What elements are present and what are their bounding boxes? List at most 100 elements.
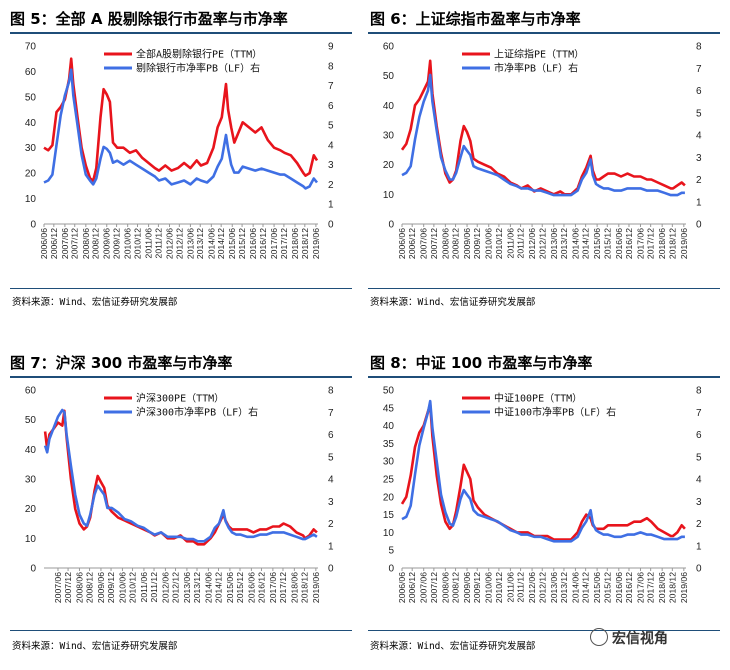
- chart-title: 图 5：全部 A 股剔除银行市盈率与市净率: [10, 8, 288, 29]
- title-rule: [368, 376, 720, 378]
- y-left-tick-label: 10: [25, 534, 37, 545]
- y-left-tick-label: 20: [383, 492, 395, 503]
- y-right-tick-label: 7: [696, 408, 702, 419]
- y-right-tick-label: 2: [696, 519, 702, 530]
- x-tick-label: 2008/12: [451, 228, 461, 259]
- x-tick-label: 2010/12: [494, 572, 504, 603]
- x-tick-label: 2011/06: [505, 228, 515, 259]
- y-left-tick-label: 35: [383, 439, 395, 450]
- x-tick-label: 2012/06: [527, 572, 537, 603]
- source-rule: [10, 288, 352, 289]
- x-tick-label: 2011/12: [149, 572, 159, 603]
- y-right-tick-label: 6: [696, 430, 702, 441]
- y-left-tick-label: 0: [30, 220, 36, 231]
- y-right-tick-label: 7: [696, 64, 702, 75]
- y-left-tick-label: 50: [383, 71, 395, 82]
- x-tick-label: 2015/06: [592, 572, 602, 603]
- y-right-tick-label: 8: [696, 386, 702, 397]
- x-tick-label: 2006/12: [407, 572, 417, 603]
- y-left-tick-label: 40: [25, 118, 37, 129]
- x-tick-label: 2007/06: [60, 228, 70, 259]
- x-tick-label: 2008/12: [91, 228, 101, 259]
- y-right-tick-label: 0: [328, 564, 334, 575]
- y-left-tick-label: 45: [383, 403, 395, 414]
- x-tick-label: 2006/12: [49, 228, 59, 259]
- x-tick-label: 2006/06: [397, 228, 407, 259]
- x-tick-label: 2007/06: [419, 572, 429, 603]
- y-right-tick-label: 2: [328, 519, 334, 530]
- x-tick-label: 2010/06: [123, 228, 133, 259]
- y-left-tick-label: 10: [383, 190, 395, 201]
- y-left-tick-label: 30: [383, 457, 395, 468]
- x-tick-label: 2014/06: [203, 572, 213, 603]
- x-tick-label: 2018/12: [299, 572, 309, 603]
- x-tick-label: 2018/06: [290, 228, 300, 259]
- x-tick-label: 2015/12: [237, 228, 247, 259]
- y-right-tick-label: 8: [696, 42, 702, 53]
- source-note: 资料来源：Wind、宏信证券研究发展部: [12, 294, 177, 308]
- x-tick-label: 2009/12: [472, 228, 482, 259]
- x-tick-label: 2014/12: [214, 572, 224, 603]
- legend-pb-label: 中证100市净率PB（LF）右: [494, 406, 616, 419]
- x-tick-label: 2015/06: [227, 228, 237, 259]
- y-left-tick-label: 50: [25, 92, 37, 103]
- x-tick-label: 2013/06: [549, 228, 559, 259]
- x-tick-label: 2007/12: [63, 572, 73, 603]
- x-tick-label: 2010/06: [484, 228, 494, 259]
- x-tick-label: 2015/12: [235, 572, 245, 603]
- x-tick-label: 2006/12: [407, 228, 417, 259]
- x-tick-label: 2009/12: [106, 572, 116, 603]
- legend-pe-label: 全部A股剔除银行PE（TTM）: [136, 48, 262, 61]
- y-left-tick-label: 20: [25, 504, 37, 515]
- x-tick-label: 2012/12: [174, 228, 184, 259]
- x-tick-label: 2006/06: [39, 228, 49, 259]
- x-tick-label: 2014/12: [216, 228, 226, 259]
- y-right-tick-label: 8: [328, 61, 334, 72]
- x-tick-label: 2016/06: [248, 228, 258, 259]
- source-note: 资料来源：Wind、宏信证券研究发展部: [12, 638, 177, 652]
- x-tick-label: 2016/12: [256, 572, 266, 603]
- x-tick-label: 2013/12: [195, 228, 205, 259]
- x-tick-label: 2006/06: [397, 572, 407, 603]
- y-left-tick-label: 40: [383, 421, 395, 432]
- x-tick-label: 2014/06: [570, 228, 580, 259]
- x-tick-label: 2012/12: [171, 572, 181, 603]
- y-right-tick-label: 7: [328, 408, 334, 419]
- source-note: 资料来源：Wind、宏信证券研究发展部: [370, 638, 535, 652]
- chart-title: 图 8：中证 100 市盈率与市净率: [370, 352, 592, 373]
- y-right-tick-label: 4: [328, 140, 334, 151]
- x-tick-label: 2012/06: [164, 228, 174, 259]
- y-left-tick-label: 5: [388, 546, 394, 557]
- x-tick-label: 2010/12: [128, 572, 138, 603]
- y-left-tick-label: 0: [30, 564, 36, 575]
- x-tick-label: 2009/06: [96, 572, 106, 603]
- x-tick-label: 2013/12: [559, 228, 569, 259]
- y-left-tick-label: 50: [25, 415, 37, 426]
- y-right-tick-label: 5: [696, 452, 702, 463]
- y-right-tick-label: 4: [328, 475, 334, 486]
- x-tick-label: 2019/06: [679, 572, 689, 603]
- x-tick-label: 2018/06: [289, 572, 299, 603]
- x-tick-label: 2017/12: [279, 228, 289, 259]
- y-right-tick-label: 8: [328, 386, 334, 397]
- x-tick-label: 2010/12: [132, 228, 142, 259]
- y-right-tick-label: 3: [696, 497, 702, 508]
- y-right-tick-label: 5: [328, 121, 334, 132]
- y-left-tick-label: 40: [25, 445, 37, 456]
- legend-pb-label: 市净率PB（LF）右: [494, 62, 578, 75]
- x-tick-label: 2007/12: [429, 228, 439, 259]
- legend-pe-label: 上证综指PE（TTM）: [494, 48, 584, 61]
- x-tick-label: 2017/12: [646, 228, 656, 259]
- y-left-tick-label: 25: [383, 475, 395, 486]
- x-tick-label: 2013/12: [559, 572, 569, 603]
- x-tick-label: 2019/06: [311, 572, 321, 603]
- x-tick-label: 2008/06: [81, 228, 91, 259]
- y-left-tick-label: 30: [25, 475, 37, 486]
- x-tick-label: 2011/06: [139, 572, 149, 603]
- y-right-tick-label: 1: [328, 200, 334, 211]
- x-tick-label: 2017/06: [268, 572, 278, 603]
- x-tick-label: 2007/06: [53, 572, 63, 603]
